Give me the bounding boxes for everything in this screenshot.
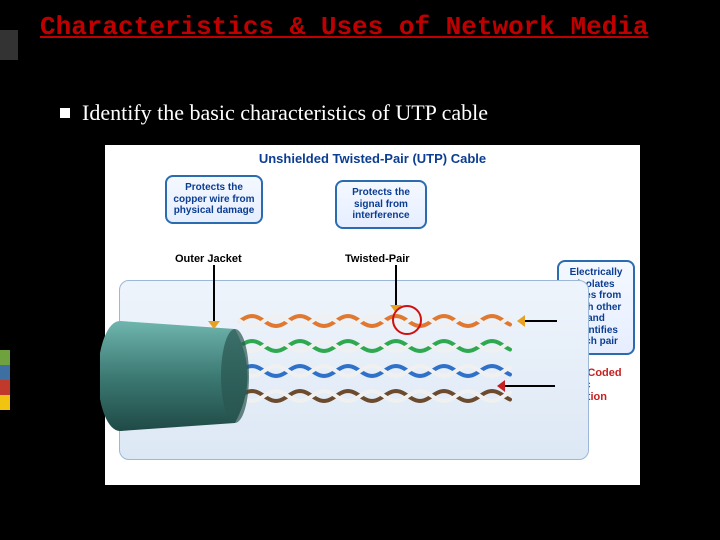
accent-bar bbox=[0, 30, 18, 60]
arrow-twisted-pair bbox=[395, 265, 397, 307]
label-twisted-pair: Twisted-Pair bbox=[345, 253, 410, 265]
stripe bbox=[0, 380, 10, 395]
utp-diagram: Unshielded Twisted-Pair (UTP) Cable Prot… bbox=[105, 145, 640, 485]
callout-twisted-pair: Protects the signal from interference bbox=[335, 180, 427, 229]
stripe bbox=[0, 350, 10, 365]
bullet-text: Identify the basic characteristics of UT… bbox=[82, 100, 488, 126]
page-title: Characteristics & Uses of Network Media bbox=[40, 12, 680, 43]
arrow-outer-jacket bbox=[213, 265, 215, 323]
arrow-head-icon bbox=[208, 321, 220, 329]
bullet-icon bbox=[60, 108, 70, 118]
cable-panel bbox=[119, 280, 589, 460]
arrow-head-icon bbox=[497, 380, 505, 392]
callout-outer-jacket: Protects the copper wire from physical d… bbox=[165, 175, 263, 224]
arrow-insulation-bottom bbox=[505, 385, 555, 387]
highlight-circle bbox=[392, 305, 422, 335]
bullet-item: Identify the basic characteristics of UT… bbox=[60, 100, 488, 126]
accent-stripes bbox=[0, 350, 10, 410]
stripe bbox=[0, 395, 10, 410]
label-outer-jacket: Outer Jacket bbox=[175, 253, 242, 265]
arrow-insulation-top bbox=[525, 320, 557, 322]
diagram-title: Unshielded Twisted-Pair (UTP) Cable bbox=[105, 151, 640, 166]
outer-jacket-shape bbox=[100, 321, 260, 431]
arrow-head-icon bbox=[517, 315, 525, 327]
stripe bbox=[0, 365, 10, 380]
